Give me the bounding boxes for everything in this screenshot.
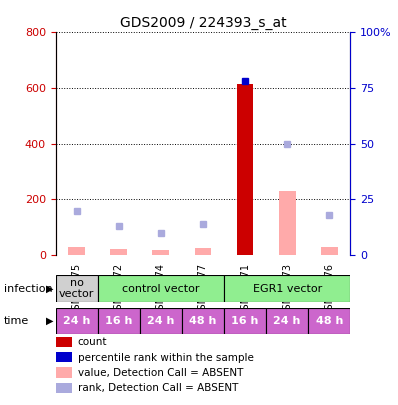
Title: GDS2009 / 224393_s_at: GDS2009 / 224393_s_at — [120, 16, 286, 30]
Text: no
vector: no vector — [59, 278, 94, 299]
Bar — [237, 84, 254, 255]
Bar — [56, 275, 98, 302]
Text: 24 h: 24 h — [273, 316, 301, 326]
Bar — [152, 250, 169, 255]
Text: EGR1 vector: EGR1 vector — [252, 284, 322, 294]
Text: 16 h: 16 h — [105, 316, 133, 326]
Bar — [110, 249, 127, 255]
Bar — [224, 275, 350, 302]
Bar — [321, 247, 338, 255]
Bar — [266, 308, 308, 334]
Text: 24 h: 24 h — [63, 316, 90, 326]
Bar — [195, 248, 211, 255]
Text: infection: infection — [4, 284, 53, 294]
Text: ▶: ▶ — [46, 316, 53, 326]
Bar — [224, 308, 266, 334]
Bar — [140, 308, 182, 334]
Text: 48 h: 48 h — [316, 316, 343, 326]
Text: rank, Detection Call = ABSENT: rank, Detection Call = ABSENT — [78, 384, 238, 393]
Text: ▶: ▶ — [46, 284, 53, 294]
Text: percentile rank within the sample: percentile rank within the sample — [78, 353, 254, 362]
Text: 48 h: 48 h — [189, 316, 217, 326]
Text: control vector: control vector — [122, 284, 200, 294]
Text: value, Detection Call = ABSENT: value, Detection Call = ABSENT — [78, 368, 243, 378]
Bar — [98, 308, 140, 334]
Bar — [56, 308, 98, 334]
Bar — [68, 247, 85, 255]
Bar — [98, 275, 224, 302]
Text: time: time — [4, 316, 29, 326]
Bar — [182, 308, 224, 334]
Bar — [279, 191, 296, 255]
Text: 16 h: 16 h — [231, 316, 259, 326]
Text: 24 h: 24 h — [147, 316, 175, 326]
Bar — [308, 308, 350, 334]
Text: count: count — [78, 337, 107, 347]
